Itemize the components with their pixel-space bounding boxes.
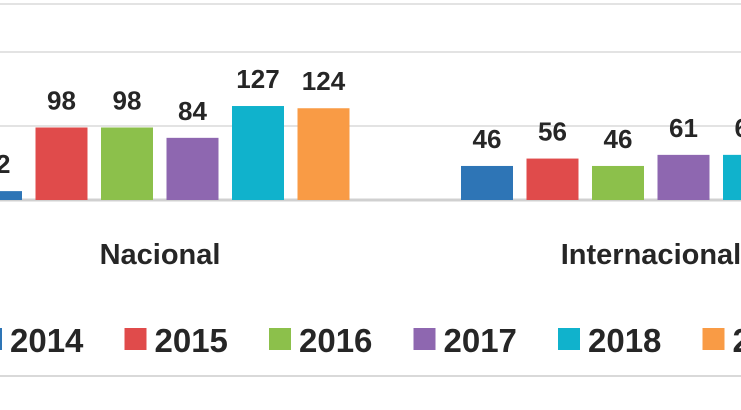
bar-nacional-2019	[297, 108, 350, 200]
bar-value-label: 127	[236, 64, 279, 94]
bar-internacional-2015	[526, 158, 579, 200]
bar-value-label: 56	[538, 117, 567, 147]
legend-label: 2015	[155, 322, 228, 359]
bar-nacional-2018	[232, 106, 284, 200]
legend: 2014 2015 2016 2017 2018 2019	[0, 322, 741, 359]
bar-value-label: 84	[178, 96, 207, 126]
bar-value-label: 61	[735, 113, 741, 143]
legend-swatch-2019	[702, 328, 725, 350]
legend-label: 2019	[733, 322, 741, 359]
legend-swatch-2018	[558, 328, 580, 350]
legend-label: 2017	[444, 322, 517, 359]
bar-internacional-2017	[657, 154, 710, 200]
legend-swatch-2014	[0, 328, 2, 350]
bar-value-label: 124	[302, 66, 346, 96]
legend-swatch-2015	[124, 328, 147, 350]
legend-swatch-2016	[269, 328, 291, 350]
bar-internacional-2016	[592, 165, 644, 200]
legend-label: 2014	[10, 322, 84, 359]
category-labels: Nacional Internacional	[100, 239, 741, 271]
bar-value-label: 46	[604, 124, 633, 154]
bar-value-label: 98	[47, 85, 76, 115]
legend-swatch-2017	[413, 328, 436, 350]
legend-label: 2016	[299, 322, 372, 359]
bar-nacional-2014	[0, 191, 22, 200]
category-label: Nacional	[100, 239, 221, 271]
bar-nacional-2015	[35, 127, 88, 200]
bar-nacional-2017	[166, 137, 219, 200]
bars	[0, 106, 741, 200]
bar-value-label: 61	[669, 113, 698, 143]
bar-value-label: 46	[473, 124, 502, 154]
bar-value-label: 12	[0, 149, 10, 179]
bar-internacional-2018	[723, 154, 741, 200]
bar-internacional-2014	[461, 165, 513, 200]
bar-value-label: 98	[113, 85, 142, 115]
bar-nacional-2016	[101, 127, 153, 200]
category-label: Internacional	[561, 239, 741, 271]
bar-labels: 12 98 98 84 127 124 46 56 46 61 61	[0, 64, 741, 179]
legend-label: 2018	[588, 322, 661, 359]
